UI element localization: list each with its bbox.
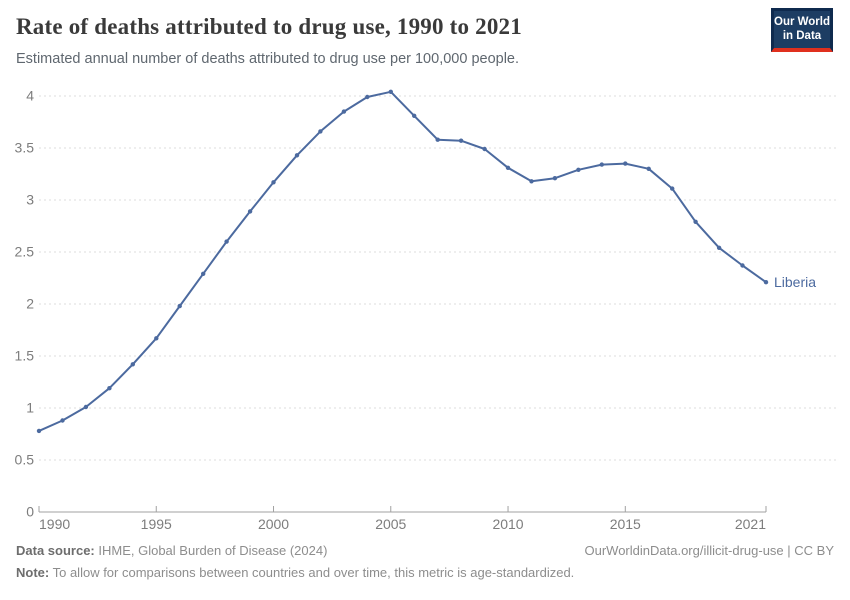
line-chart: 0 0.5 1 1.5 2 2.5 3 3.5 4 1990 1995 2000 2005 2010 201… xyxy=(0,80,850,540)
data-point xyxy=(341,109,347,114)
y-tick-label: 3 xyxy=(26,192,34,208)
data-point xyxy=(60,418,65,423)
note: Note: To allow for comparisons between c… xyxy=(16,564,834,583)
data-point xyxy=(130,362,135,367)
data-point xyxy=(670,186,675,191)
x-tick-label: 2010 xyxy=(492,516,523,532)
owid-logo: Our World in Data xyxy=(771,8,833,52)
data-point xyxy=(505,165,511,170)
y-tick-label: 2.5 xyxy=(15,244,35,260)
data-point xyxy=(646,166,651,171)
note-label: Note: xyxy=(16,564,50,580)
data-point xyxy=(154,336,159,341)
page-title: Rate of deaths attributed to drug use, 1… xyxy=(16,14,522,39)
data-point xyxy=(599,162,604,167)
data-point xyxy=(83,404,89,410)
data-source-text: IHME, Global Burden of Disease (2024) xyxy=(98,543,328,558)
y-tick-label: 0 xyxy=(26,504,34,520)
owid-logo-line2: in Data xyxy=(782,29,822,42)
data-point xyxy=(458,138,464,143)
data-point xyxy=(716,245,722,250)
page-subtitle: Estimated annual number of deaths attrib… xyxy=(16,51,520,67)
chart-footer: Data source: IHME, Global Burden of Dise… xyxy=(16,542,834,583)
data-point xyxy=(107,386,112,391)
data-source-label: Data source: xyxy=(16,543,95,558)
liberia-line xyxy=(38,90,767,432)
x-tick-label: 2000 xyxy=(258,516,289,532)
data-point xyxy=(740,263,745,268)
y-tick-label: 3.5 xyxy=(15,140,35,156)
data-point xyxy=(482,146,487,152)
series-end-label: Liberia xyxy=(774,274,816,290)
y-tick-label: 2 xyxy=(26,296,34,312)
owid-url-link[interactable]: OurWorldinData.org/illicit-drug-use | CC… xyxy=(584,543,835,558)
x-tick-label: 1990 xyxy=(39,516,70,532)
x-tick-label: 2015 xyxy=(610,516,641,532)
data-point xyxy=(763,280,769,285)
owid-logo-line1: Our World xyxy=(774,15,831,28)
x-tick-label: 2021 xyxy=(735,516,766,532)
y-tick-label: 1 xyxy=(26,400,34,416)
data-point xyxy=(365,94,370,100)
data-point xyxy=(552,176,558,181)
chart-canvas: 0 0.5 1 1.5 2 2.5 3 3.5 4 1990 1995 2000 2005 2010 201… xyxy=(15,88,836,532)
note-text: To allow for comparisons between countri… xyxy=(52,564,575,580)
data-point xyxy=(271,180,276,185)
data-point xyxy=(412,113,417,118)
data-point xyxy=(388,89,393,94)
data-point xyxy=(318,129,323,134)
data-point xyxy=(201,271,206,276)
y-tick-label: 4 xyxy=(26,88,34,104)
x-tick-label: 2005 xyxy=(375,516,406,532)
data-point xyxy=(36,428,42,434)
data-source: Data source: IHME, Global Burden of Dise… xyxy=(16,542,327,561)
data-point xyxy=(247,209,253,214)
data-point xyxy=(623,161,628,166)
x-tick-label: 1995 xyxy=(141,516,172,532)
data-point xyxy=(693,219,698,224)
data-point xyxy=(529,179,534,184)
data-point xyxy=(435,137,440,142)
data-point xyxy=(177,303,182,309)
data-point xyxy=(294,153,300,158)
y-tick-label: 1.5 xyxy=(15,348,35,364)
data-point xyxy=(224,239,229,244)
data-point xyxy=(576,167,581,172)
y-tick-label: 0.5 xyxy=(15,452,35,468)
